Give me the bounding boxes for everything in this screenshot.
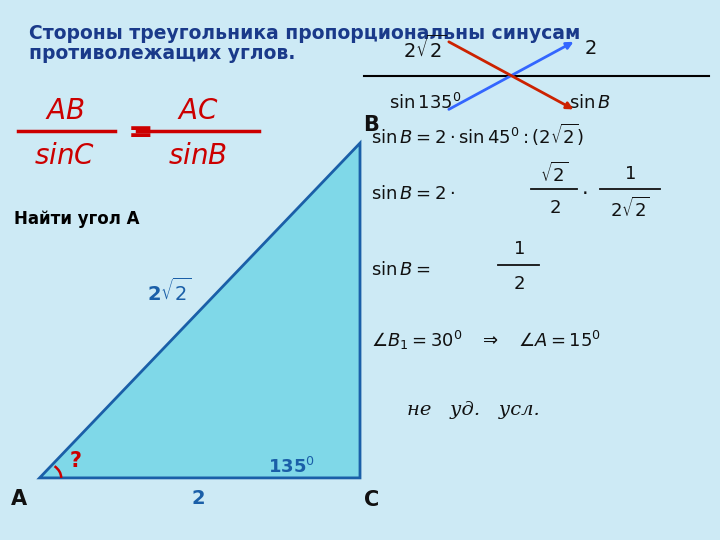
Text: Найти угол A: Найти угол A: [14, 210, 140, 228]
Text: =: =: [127, 118, 153, 147]
Text: $2$: $2$: [513, 275, 524, 293]
Text: $\sin B =$: $\sin B =$: [371, 261, 431, 279]
Text: $\sqrt{2}$: $\sqrt{2}$: [540, 162, 569, 186]
Text: $\mathit{sinB}$: $\mathit{sinB}$: [168, 141, 228, 170]
Text: $2\sqrt{2}$: $2\sqrt{2}$: [610, 197, 650, 220]
Text: $\mathit{AB}$: $\mathit{AB}$: [45, 97, 85, 125]
Text: $\sin B = 2 \cdot$: $\sin B = 2 \cdot$: [371, 185, 454, 204]
Text: $2$: $2$: [584, 39, 597, 58]
Text: C: C: [364, 490, 379, 510]
Text: $\sin B$: $\sin B$: [570, 93, 611, 112]
Text: A: A: [12, 489, 27, 509]
Text: ?: ?: [70, 450, 81, 471]
Text: не   уд.   усл.: не уд. усл.: [407, 401, 539, 420]
Text: Стороны треугольника пропорциональны синусам: Стороны треугольника пропорциональны син…: [29, 24, 580, 43]
Text: 2: 2: [192, 489, 204, 508]
Text: $\cdot$: $\cdot$: [582, 181, 588, 202]
Text: $1$: $1$: [513, 240, 524, 259]
Text: $2\sqrt{2}$: $2\sqrt{2}$: [403, 35, 446, 62]
Text: 2$\sqrt{2}$: 2$\sqrt{2}$: [147, 278, 192, 305]
Text: $\mathit{sinC}$: $\mathit{sinC}$: [35, 141, 95, 170]
Polygon shape: [40, 143, 360, 478]
Text: $\angle B_1 = 30^{0}$   $\Rightarrow$   $\angle A = 15^{0}$: $\angle B_1 = 30^{0}$ $\Rightarrow$ $\an…: [371, 329, 600, 352]
Text: 135$^{0}$: 135$^{0}$: [268, 456, 315, 477]
Text: $\sin B = 2 \cdot \sin 45^{0} : (2\sqrt{2})$: $\sin B = 2 \cdot \sin 45^{0} : (2\sqrt{…: [371, 122, 584, 148]
Text: B: B: [364, 115, 379, 135]
Text: $1$: $1$: [624, 165, 636, 183]
Text: $2$: $2$: [549, 199, 560, 218]
Text: противолежащих углов.: противолежащих углов.: [29, 44, 295, 63]
Text: $\sin 135^{0}$: $\sin 135^{0}$: [389, 92, 461, 113]
Text: $\mathit{AC}$: $\mathit{AC}$: [177, 97, 219, 125]
